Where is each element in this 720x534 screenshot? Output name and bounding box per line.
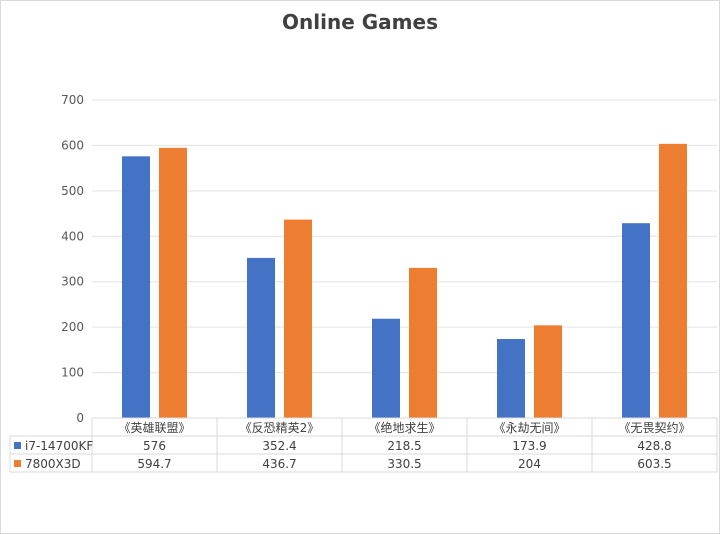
gridlines (92, 99, 717, 374)
y-tick-label: 500 (61, 184, 84, 198)
legend-label: 7800X3D (25, 457, 81, 471)
bar-series2 (409, 267, 437, 418)
table-value: 576 (143, 439, 166, 453)
data-table: 《英雄联盟》 《反恐精英2》 《绝地求生》 《永劫无间》 《无畏契约》 i7-14700K… (9, 417, 718, 473)
y-tick-label: 600 (61, 138, 84, 152)
bar-series2 (659, 143, 687, 419)
bar-series1 (497, 338, 525, 418)
table-value: 330.5 (387, 457, 421, 471)
y-tick-label: 300 (61, 275, 84, 289)
y-tick-label: 0 (76, 411, 84, 425)
category-label: 《绝地求生》 (368, 420, 440, 435)
table-value: 352.4 (262, 439, 296, 453)
table-value: 204 (518, 457, 541, 471)
bar-series1 (247, 257, 275, 418)
y-axis-ticks: 0 100 200 300 400 500 600 700 (61, 93, 84, 425)
table-value: 218.5 (387, 439, 421, 453)
legend-swatch (14, 460, 21, 467)
y-tick-label: 100 (61, 366, 84, 380)
category-label: 《英雄联盟》 (118, 420, 190, 435)
category-label: 《永劫无间》 (493, 421, 565, 435)
legend-swatch (14, 442, 21, 449)
table-value: 428.8 (637, 439, 671, 453)
y-tick-label: 200 (61, 320, 84, 334)
category-label: 《反恐精英2》 (240, 421, 320, 435)
y-tick-label: 400 (61, 229, 84, 243)
table-value: 594.7 (137, 457, 171, 471)
chart-title: Online Games (282, 10, 438, 34)
legend-label: i7-14700KF (25, 439, 93, 453)
bar-series2 (159, 147, 187, 418)
bar-series1 (122, 156, 150, 418)
y-tick-label: 700 (61, 93, 84, 107)
bar-series2 (284, 219, 312, 418)
bar-series2 (534, 325, 562, 418)
table-value: 436.7 (262, 457, 296, 471)
bar-series1 (372, 318, 400, 418)
bars (122, 143, 687, 419)
table-value: 173.9 (512, 439, 546, 453)
category-label: 《无畏契约》 (618, 420, 690, 435)
table-value: 603.5 (637, 457, 671, 471)
bar-series1 (622, 223, 650, 418)
